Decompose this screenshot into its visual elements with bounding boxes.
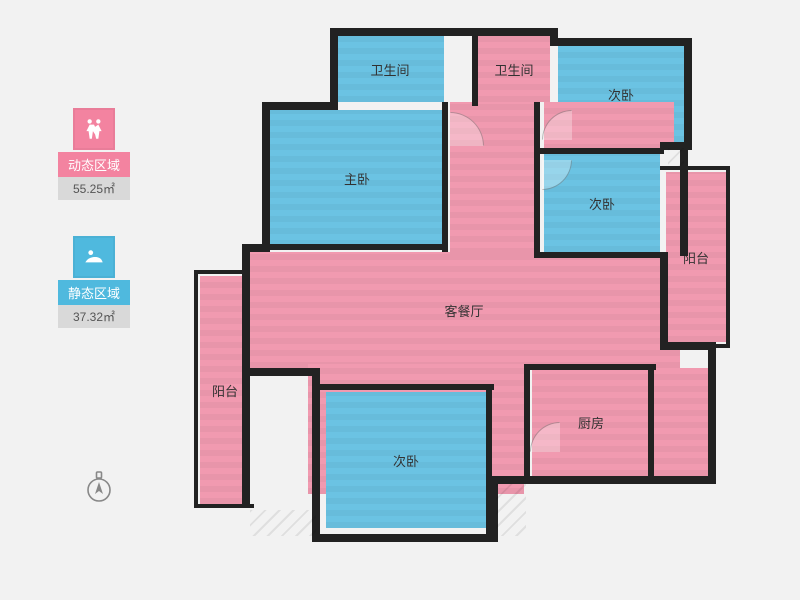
room-living: 客餐厅 (248, 252, 680, 368)
legend-static-label: 静态区域 (58, 280, 130, 305)
room-label: 卫生间 (494, 60, 533, 79)
room-label: 主卧 (344, 169, 370, 188)
room-bath2: 卫生间 (478, 36, 550, 102)
hatch-top-right (668, 148, 684, 166)
legend-static-block: 静态区域 37.32㎡ (58, 236, 130, 328)
hatch-bottom-right (496, 484, 526, 536)
hatch-bottom-left (250, 510, 316, 536)
room-balconyBR (650, 368, 710, 476)
legend-static-value: 37.32㎡ (58, 305, 130, 328)
legend: 动态区域 55.25㎡ 静态区域 37.32㎡ (58, 108, 130, 364)
room-label: 次卧 (589, 194, 615, 213)
rest-icon (73, 236, 115, 278)
room-label: 次卧 (393, 451, 419, 470)
activity-icon (73, 108, 115, 150)
compass-icon (82, 470, 116, 509)
room-label: 次卧 (608, 85, 634, 104)
room-label: 客餐厅 (444, 301, 483, 320)
room-label: 阳台 (212, 381, 238, 400)
room-balconyR: 阳台 (666, 172, 726, 342)
room-bath1: 卫生间 (336, 36, 444, 102)
room-master: 主卧 (270, 110, 444, 246)
room-label: 卫生间 (370, 60, 409, 79)
room-label: 厨房 (578, 413, 604, 432)
legend-active-label: 动态区域 (58, 152, 130, 177)
floor-plan: 卫生间卫生间次卧主卧次卧客餐厅次卧厨房阳台阳台 (180, 24, 760, 584)
legend-active-block: 动态区域 55.25㎡ (58, 108, 130, 200)
room-kitchen: 厨房 (532, 368, 650, 476)
legend-active-value: 55.25㎡ (58, 177, 130, 200)
room-bed2c: 次卧 (326, 392, 486, 528)
